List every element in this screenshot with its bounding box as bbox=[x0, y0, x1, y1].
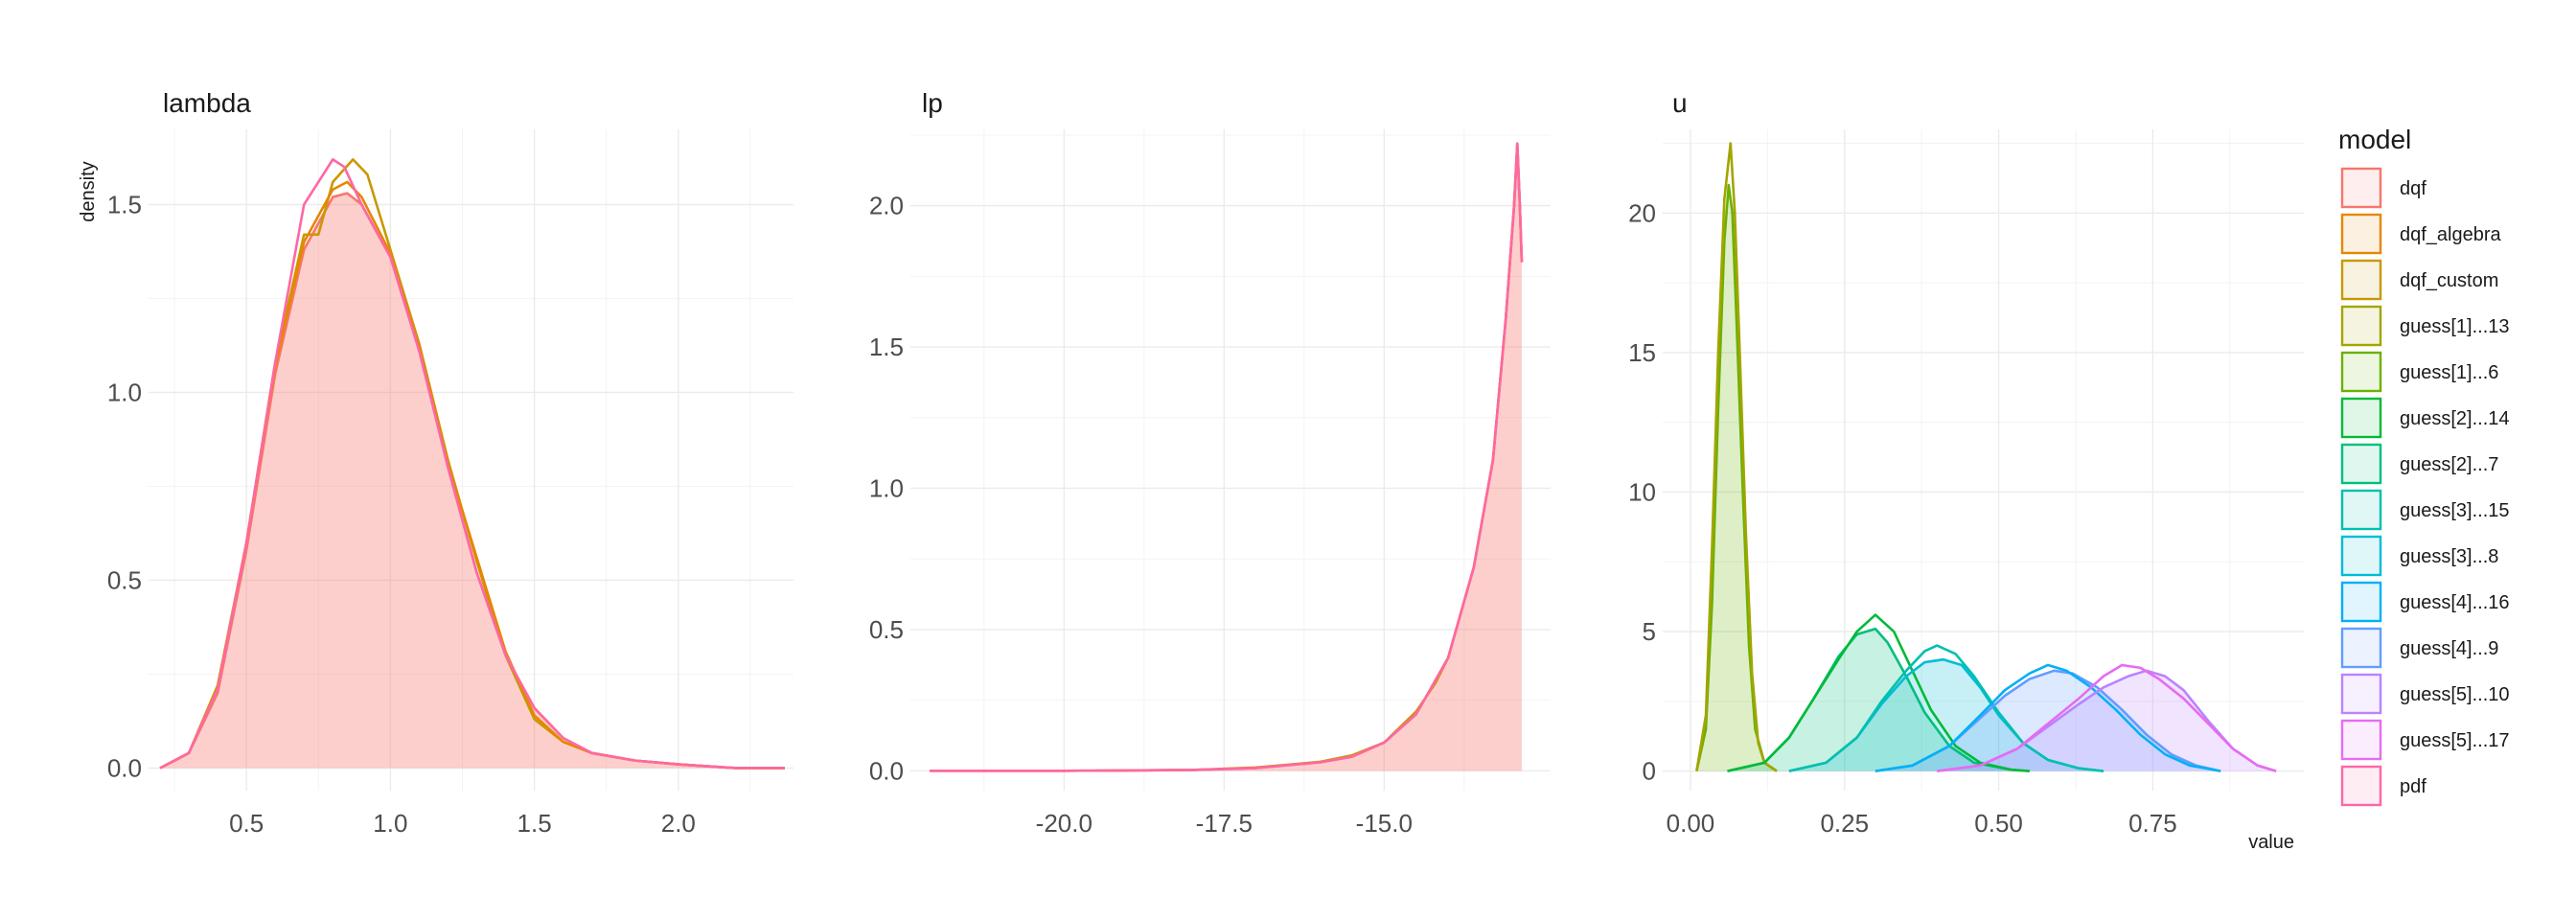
x-tick-label: 0.25 bbox=[1820, 809, 1869, 838]
legend-key bbox=[2340, 259, 2382, 301]
legend-key bbox=[2340, 535, 2382, 577]
legend-key bbox=[2340, 397, 2382, 439]
density-fill-guess-3-8 bbox=[1788, 659, 2104, 771]
y-tick-label: 1.5 bbox=[107, 190, 142, 218]
legend-label: guess[5]...17 bbox=[2400, 730, 2510, 751]
legend-key bbox=[2340, 673, 2382, 715]
x-tick-label: 0.5 bbox=[229, 809, 264, 838]
gridlines bbox=[910, 129, 1551, 791]
y-tick-label: 0.0 bbox=[869, 756, 904, 785]
legend-item-guess-4-16: guess[4]...16 bbox=[2340, 581, 2510, 623]
y-tick-label: 1.0 bbox=[107, 378, 142, 406]
x-tick-label: 0.00 bbox=[1667, 809, 1715, 838]
panel-lambda: 0.5 1.0 1.5 2.0 0.0 0.5 1.0 1.5 lambda bbox=[107, 88, 794, 838]
x-tick-label: 2.0 bbox=[661, 809, 696, 838]
legend-key bbox=[2340, 581, 2382, 623]
density-fill-guess-1-6 bbox=[1696, 185, 1778, 771]
legend-label: dqf_custom bbox=[2400, 270, 2498, 291]
legend-item-guess-3-15: guess[3]...15 bbox=[2340, 489, 2510, 531]
density-fill-guess-4-9 bbox=[1874, 670, 2221, 771]
y-tick-label: 20 bbox=[1628, 198, 1656, 227]
density-line-pdf bbox=[159, 158, 785, 770]
legend-label: pdf bbox=[2400, 776, 2426, 797]
legend-item-guess-2-7: guess[2]...7 bbox=[2340, 443, 2498, 485]
legend-label: guess[2]...14 bbox=[2400, 408, 2510, 429]
legend-label: guess[5]...10 bbox=[2400, 684, 2510, 705]
legend-item-guess-1-6: guess[1]...6 bbox=[2340, 351, 2498, 393]
density-line-guess-1-13 bbox=[1695, 142, 1778, 772]
x-tick-label: -20.0 bbox=[1036, 809, 1092, 838]
x-tick-label: 1.0 bbox=[373, 809, 407, 838]
x-tick-label: 1.5 bbox=[518, 809, 552, 838]
legend-key bbox=[2340, 213, 2382, 255]
y-tick-label: 1.0 bbox=[869, 473, 904, 502]
panel-title: lp bbox=[922, 88, 943, 118]
legend-label: dqf bbox=[2400, 178, 2426, 199]
y-tick-label: 5 bbox=[1643, 617, 1656, 646]
y-tick-label: 2.0 bbox=[869, 192, 904, 220]
density-line-dqf-custom bbox=[930, 142, 1524, 772]
legend-item-dqf: dqf bbox=[2340, 167, 2426, 209]
legend-label: guess[4]...9 bbox=[2400, 638, 2498, 659]
legend-key bbox=[2340, 489, 2382, 531]
legend-items: dqf dqf_algebra dqf_custom guess[1]...13 gue… bbox=[2340, 167, 2510, 807]
legend-label: guess[1]...13 bbox=[2400, 316, 2510, 337]
density-fill-guess-2-7 bbox=[1727, 629, 2030, 771]
legend-item-dqf-algebra: dqf_algebra bbox=[2340, 213, 2502, 255]
density-line-guess-1-6 bbox=[1695, 183, 1778, 772]
legend-key bbox=[2340, 765, 2382, 807]
y-axis-title: density bbox=[78, 161, 99, 221]
legend-label: guess[2]...7 bbox=[2400, 454, 2498, 475]
density-line-guess-2-14 bbox=[1727, 613, 2030, 772]
panel-title: u bbox=[1672, 88, 1688, 118]
x-tick-label: 0.50 bbox=[1974, 809, 2023, 838]
legend: model dqf dqf_algebra dqf_custom guess[1]..… bbox=[2338, 125, 2510, 807]
legend-label: guess[3]...8 bbox=[2400, 546, 2498, 567]
density-line-dqf bbox=[930, 142, 1524, 772]
legend-item-guess-4-9: guess[4]...9 bbox=[2340, 627, 2498, 669]
legend-item-guess-3-8: guess[3]...8 bbox=[2340, 535, 2498, 577]
gridlines bbox=[1663, 129, 2304, 791]
legend-item-guess-5-10: guess[5]...10 bbox=[2340, 673, 2510, 715]
gridlines bbox=[149, 129, 794, 791]
density-line-guess-3-15 bbox=[1788, 644, 2104, 772]
y-tick-label: 10 bbox=[1628, 477, 1656, 506]
legend-key bbox=[2340, 351, 2382, 393]
y-tick-label: 0.5 bbox=[107, 565, 142, 594]
legend-item-pdf: pdf bbox=[2340, 765, 2426, 807]
legend-label: dqf_algebra bbox=[2400, 224, 2502, 245]
x-tick-label: 0.75 bbox=[2128, 809, 2177, 838]
legend-key bbox=[2340, 719, 2382, 761]
legend-item-dqf-custom: dqf_custom bbox=[2340, 259, 2498, 301]
density-fill-dqf bbox=[160, 193, 785, 769]
y-tick-label: 0.0 bbox=[107, 753, 142, 782]
legend-item-guess-1-13: guess[1]...13 bbox=[2340, 305, 2510, 347]
density-line-guess-4-16 bbox=[1874, 663, 2221, 772]
panels: 0.5 1.0 1.5 2.0 0.0 0.5 1.0 1.5 lambda -20.0 -17.5… bbox=[107, 88, 2304, 838]
legend-key bbox=[2340, 167, 2382, 209]
legend-label: guess[3]...15 bbox=[2400, 500, 2510, 521]
density-line-pdf bbox=[930, 142, 1524, 772]
legend-title: model bbox=[2338, 125, 2411, 154]
legend-item-guess-2-14: guess[2]...14 bbox=[2340, 397, 2510, 439]
y-tick-label: 15 bbox=[1628, 338, 1656, 367]
legend-key bbox=[2340, 443, 2382, 485]
legend-key bbox=[2340, 627, 2382, 669]
panel-lp: -20.0 -17.5 -15.0 0.0 0.5 1.0 1.5 2.0 lp bbox=[869, 88, 1551, 838]
panel-title: lambda bbox=[163, 88, 251, 118]
density-line-guess-5-17 bbox=[1937, 663, 2277, 772]
panel-u: 0.00 0.25 0.50 0.75 0 5 10 15 20 u bbox=[1628, 88, 2304, 838]
legend-label: guess[1]...6 bbox=[2400, 362, 2498, 383]
x-tick-label: -17.5 bbox=[1196, 809, 1253, 838]
x-tick-label: -15.0 bbox=[1356, 809, 1413, 838]
x-axis-title: value bbox=[2248, 832, 2294, 853]
legend-label: guess[4]...16 bbox=[2400, 592, 2510, 613]
y-tick-label: 0.5 bbox=[869, 615, 904, 644]
density-fill-dqf bbox=[930, 143, 1522, 771]
legend-key bbox=[2340, 305, 2382, 347]
y-tick-label: 0 bbox=[1643, 757, 1656, 786]
legend-item-guess-5-17: guess[5]...17 bbox=[2340, 719, 2510, 761]
y-tick-label: 1.5 bbox=[869, 333, 904, 361]
